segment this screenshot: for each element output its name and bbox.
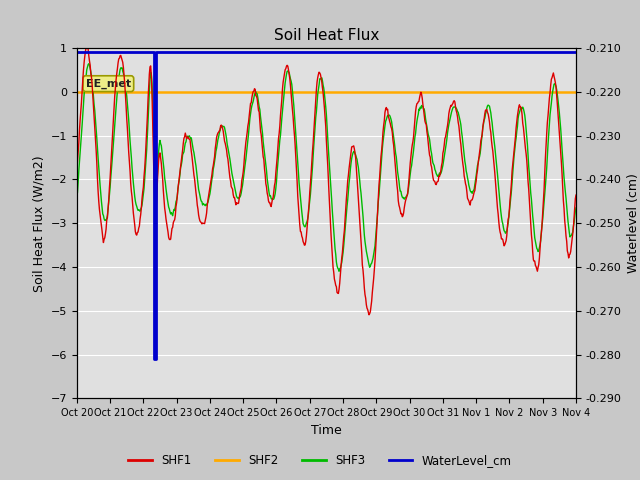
Title: Soil Heat Flux: Soil Heat Flux: [274, 28, 379, 43]
Y-axis label: Waterlevel (cm): Waterlevel (cm): [627, 173, 640, 273]
X-axis label: Time: Time: [311, 424, 342, 437]
Y-axis label: Soil Heat Flux (W/m2): Soil Heat Flux (W/m2): [32, 155, 45, 291]
Text: EE_met: EE_met: [86, 79, 131, 89]
Legend: SHF1, SHF2, SHF3, WaterLevel_cm: SHF1, SHF2, SHF3, WaterLevel_cm: [124, 449, 516, 472]
